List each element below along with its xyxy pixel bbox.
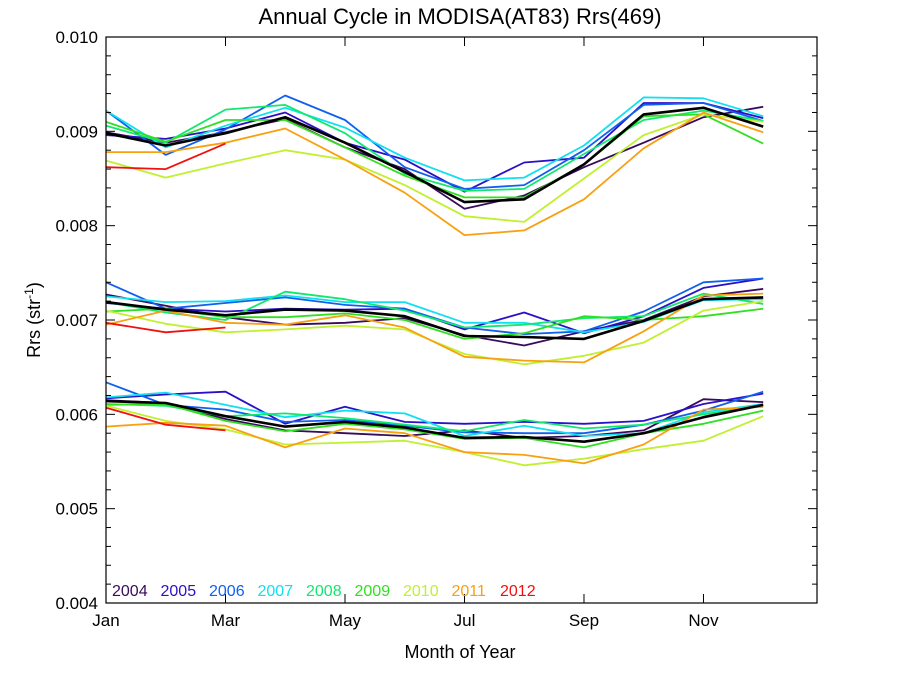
x-tick-label: Jul [454, 611, 476, 630]
series-line [105, 296, 764, 341]
legend-entry-2010: 2010 [403, 583, 439, 600]
series-line [105, 96, 764, 182]
series-mean [105, 106, 764, 444]
y-tick-label: 0.009 [55, 122, 98, 141]
series-2012 [105, 142, 226, 432]
ticks-layer: Jan Mar May Jul Sep Nov 0.004 0.005 0.006 0.007 0.… [55, 28, 817, 630]
y-tick-label: 0.006 [55, 405, 98, 424]
series-line [105, 113, 764, 223]
legend-entry-2004: 2004 [112, 583, 148, 600]
y-tick-label: 0.004 [55, 594, 98, 613]
series-line [105, 405, 764, 465]
series-line [105, 307, 764, 340]
y-axis-label-main: Rrs (str [24, 299, 44, 358]
x-tick-label: Mar [211, 611, 241, 630]
legend-entry-2009: 2009 [355, 583, 391, 600]
x-tick-label: May [329, 611, 362, 630]
legend-entry-2006: 2006 [209, 583, 245, 600]
series-line [105, 406, 226, 432]
series-line [105, 321, 226, 334]
series-line [105, 94, 764, 190]
series-line [105, 290, 764, 329]
series-line [105, 404, 764, 467]
series-2011 [105, 111, 764, 465]
y-tick-label: 0.008 [55, 217, 98, 236]
series-line [105, 104, 764, 192]
x-axis-label: Month of Year [404, 642, 515, 662]
legend-entry-2005: 2005 [161, 583, 197, 600]
y-tick-label: 0.005 [55, 500, 98, 519]
series-line [105, 106, 764, 204]
series-line [105, 390, 764, 425]
x-tick-label: Sep [569, 611, 599, 630]
legend: 2004 2005 2006 2007 2008 2009 2010 2011 2012 [112, 583, 536, 600]
x-tick-label: Jan [92, 611, 119, 630]
series-line [105, 142, 226, 171]
series-layer [105, 94, 764, 467]
y-axis-label-close: ) [24, 282, 44, 288]
x-tick-label: Nov [688, 611, 719, 630]
legend-entry-2011: 2011 [452, 583, 487, 600]
legend-entry-2007: 2007 [258, 583, 294, 600]
series-line [105, 277, 764, 336]
y-axis-label: Rrs (str-1) [22, 282, 44, 358]
y-axis-label-exponent: -1 [22, 288, 36, 299]
y-tick-label: 0.010 [55, 28, 98, 47]
series-line [105, 292, 764, 364]
legend-entry-2012: 2012 [500, 583, 536, 600]
y-tick-label: 0.007 [55, 311, 98, 330]
series-line [106, 111, 764, 237]
series-line [105, 399, 764, 444]
chart-title: Annual Cycle in MODISA(AT83) Rrs(469) [258, 4, 661, 29]
legend-entry-2008: 2008 [306, 583, 342, 600]
